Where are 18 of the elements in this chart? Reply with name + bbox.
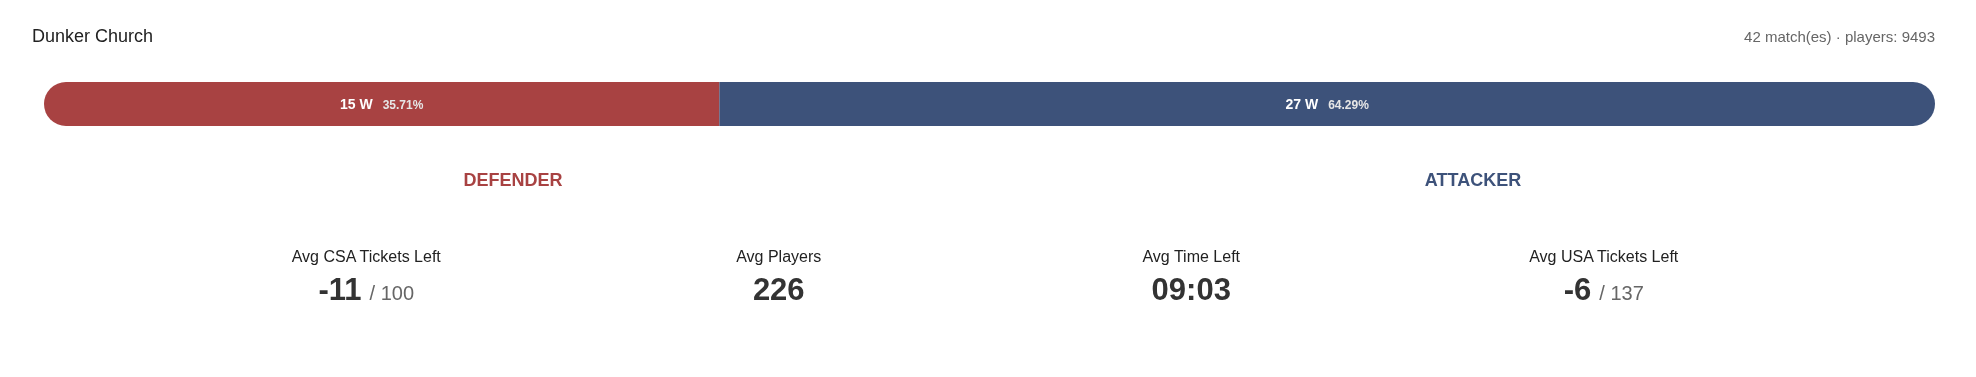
text: -6	[1563, 272, 1592, 307]
data-label: 27 W	[1285, 96, 1319, 112]
text: DEFENDER	[462, 170, 564, 191]
annotation: 35.71%	[382, 98, 424, 112]
text: / 137	[1599, 282, 1644, 304]
annotation: 64.29%	[1328, 98, 1370, 112]
text: / 100	[369, 282, 415, 304]
category-label: Avg CSA Tickets Left	[290, 248, 442, 266]
text: ATTACKER	[1423, 170, 1523, 191]
chart-title: Dunker Church	[32, 26, 154, 47]
text: -11	[318, 272, 362, 307]
text: 09:03	[1151, 272, 1231, 307]
text: 226	[752, 272, 805, 307]
category-label: Avg USA Tickets Left	[1528, 248, 1680, 266]
category-label: Avg Time Left	[1141, 248, 1241, 266]
data-label: 15 W	[339, 96, 374, 112]
chart-subtitle: 42 match(es) · players: 9493	[1744, 28, 1935, 45]
category-label: Avg Players	[735, 248, 823, 266]
